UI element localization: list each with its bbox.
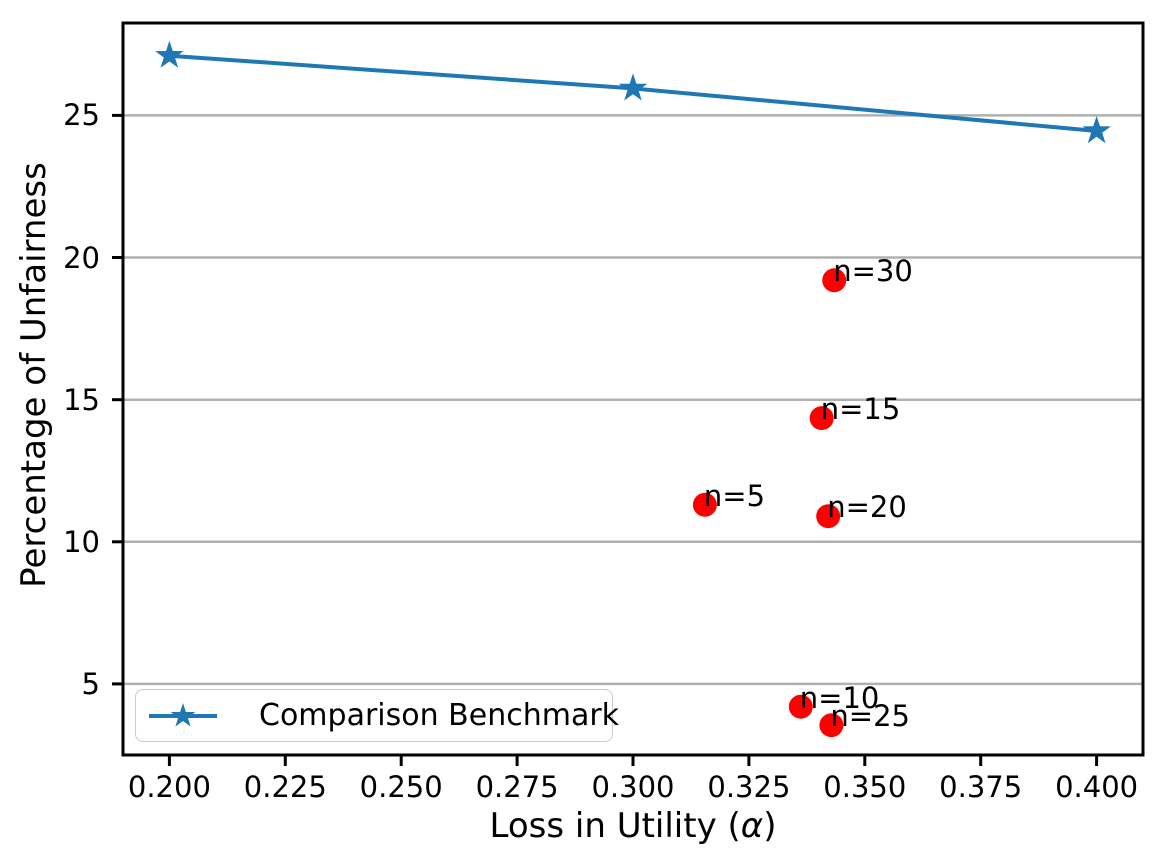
annotation-n5: n=5 bbox=[703, 478, 766, 513]
legend-line-star-icon bbox=[149, 702, 217, 726]
x-tick-label-0.275: 0.275 bbox=[475, 770, 559, 804]
legend: Comparison Benchmark bbox=[135, 689, 619, 742]
x-tick-label-0.325: 0.325 bbox=[707, 770, 791, 804]
annotation-n25: n=25 bbox=[830, 699, 910, 734]
y-tick-label-15: 15 bbox=[63, 382, 100, 417]
alpha-symbol: α bbox=[740, 806, 764, 846]
y-tick-label-20: 20 bbox=[63, 240, 100, 275]
benchmark-star-marker-0 bbox=[155, 40, 184, 68]
annotation-n10: n=10 bbox=[799, 680, 880, 715]
scatter-point-n10 bbox=[788, 694, 813, 719]
scatter-point-n5 bbox=[692, 492, 717, 517]
scatter-point-n25 bbox=[819, 713, 844, 738]
scatter-point-n30 bbox=[822, 268, 847, 293]
x-tick-label-0.400: 0.400 bbox=[1055, 770, 1139, 804]
x-tick-label-0.250: 0.250 bbox=[359, 770, 443, 804]
annotation-n20: n=20 bbox=[827, 490, 907, 525]
y-tick-label-5: 5 bbox=[81, 666, 100, 701]
scatter-point-n15 bbox=[809, 406, 834, 431]
scatter-point-n20 bbox=[816, 504, 841, 529]
annotation-n30: n=30 bbox=[833, 254, 913, 289]
legend-entry-label: Comparison Benchmark bbox=[259, 698, 620, 733]
x-tick-label-0.350: 0.350 bbox=[823, 770, 907, 804]
legend-star-sample bbox=[170, 702, 196, 726]
benchmark-star-marker-1 bbox=[618, 73, 648, 101]
y-tick-label-10: 10 bbox=[63, 524, 100, 559]
y-tick-label-25: 25 bbox=[63, 98, 100, 133]
x-tick-label-0.225: 0.225 bbox=[243, 770, 327, 804]
x-axis-label: Loss in Utility (α) bbox=[489, 806, 777, 846]
benchmark-star-marker-2 bbox=[1082, 116, 1111, 144]
x-tick-label-0.200: 0.200 bbox=[127, 770, 211, 804]
x-tick-label-0.300: 0.300 bbox=[591, 770, 675, 804]
annotation-n15: n=15 bbox=[820, 392, 901, 427]
x-tick-label-0.375: 0.375 bbox=[939, 770, 1023, 804]
y-axis-label: Percentage of Unfairness bbox=[14, 162, 54, 588]
axes-frame bbox=[121, 21, 1145, 757]
